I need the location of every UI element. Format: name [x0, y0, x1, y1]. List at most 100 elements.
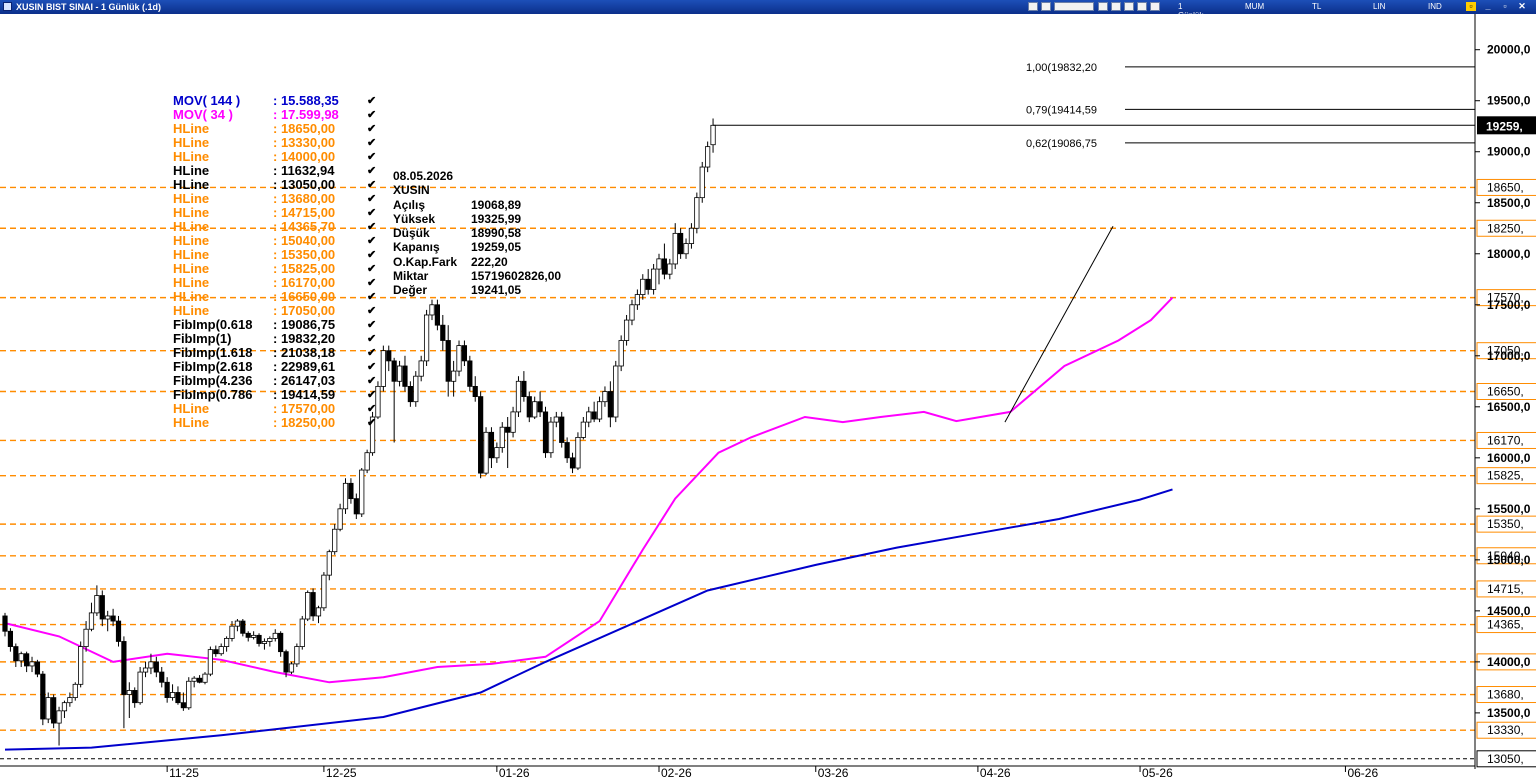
check-icon[interactable]: ✔: [367, 277, 377, 289]
mov-144-line: [4, 488, 1173, 751]
candle-body: [224, 638, 230, 647]
scale-selector[interactable]: LIN: [1373, 2, 1386, 11]
candle-body: [559, 416, 565, 443]
check-icon[interactable]: ✔: [367, 403, 377, 415]
chart-style-selector[interactable]: MUM: [1245, 2, 1265, 11]
candle-body: [115, 620, 122, 642]
check-icon[interactable]: ✔: [367, 193, 377, 205]
template-icon[interactable]: [1041, 2, 1051, 11]
minimize-icon[interactable]: _: [1485, 1, 1491, 11]
candle-body: [40, 673, 46, 720]
candle-body: [13, 646, 19, 662]
legend-row: HLine: 18650,00 ✔: [173, 122, 376, 136]
check-icon[interactable]: ✔: [367, 389, 377, 401]
check-icon[interactable]: ✔: [367, 361, 377, 373]
candle-body: [429, 304, 435, 316]
close-icon[interactable]: ✕: [1518, 1, 1526, 11]
check-icon[interactable]: ✔: [367, 249, 377, 261]
candle-body: [121, 641, 127, 695]
x-tick-label: 11-25: [169, 766, 199, 780]
check-icon[interactable]: ✔: [367, 95, 377, 107]
candle-body: [640, 278, 646, 295]
zoom-icon[interactable]: [1137, 2, 1147, 11]
candle-body: [83, 628, 89, 647]
check-icon[interactable]: ✔: [367, 333, 377, 345]
x-tick-label: 01-26: [499, 766, 530, 780]
candle-body: [229, 625, 235, 639]
check-icon[interactable]: ✔: [367, 123, 377, 135]
check-icon[interactable]: ✔: [367, 263, 377, 275]
legend-row: MOV( 144 ): 15.588,35 ✔: [173, 94, 376, 108]
draw-icon[interactable]: [1124, 2, 1134, 11]
hline-label-box: [1476, 547, 1536, 565]
settings-icon[interactable]: [1150, 2, 1160, 11]
check-icon[interactable]: ✔: [367, 347, 377, 359]
chart-type-icon[interactable]: [1028, 2, 1038, 11]
candle-body: [18, 653, 24, 662]
candle-body: [494, 447, 500, 459]
check-icon[interactable]: ✔: [367, 235, 377, 247]
period-selector[interactable]: 1 Günlük: [1178, 2, 1204, 20]
legend-row: FibImp(0.618: 19086,75 ✔: [173, 318, 376, 332]
check-icon[interactable]: ✔: [367, 305, 377, 317]
ohlc-info-box: 08.05.2026 XUSIN Açılış 19068,89 Yüksek 193…: [393, 169, 561, 298]
candle-body: [353, 498, 359, 515]
candle-body: [575, 437, 581, 469]
legend-name: HLine: [173, 163, 210, 178]
candle-body: [24, 653, 30, 667]
indicator-selector[interactable]: IND: [1428, 2, 1442, 11]
check-icon[interactable]: ✔: [367, 207, 377, 219]
legend-row: HLine: 15825,00 ✔: [173, 262, 376, 276]
check-icon[interactable]: ✔: [367, 417, 377, 429]
candle-body: [613, 365, 619, 418]
check-icon[interactable]: ✔: [367, 137, 377, 149]
candle-body: [56, 710, 62, 724]
candle-body: [67, 697, 73, 704]
candle-body: [602, 391, 608, 403]
price-chart[interactable]: 18650, 18250, 17570, 17050, 16650, 16170, 1582…: [0, 14, 1536, 783]
candle-body: [678, 232, 684, 255]
restore-icon[interactable]: ▫: [1503, 1, 1507, 11]
legend-value: : 18250,00: [273, 415, 336, 430]
info-date: 08.05.2026: [393, 169, 454, 183]
hline-label-box: [1476, 289, 1536, 307]
info-key: Değer: [393, 283, 428, 298]
check-icon[interactable]: ✔: [367, 109, 377, 121]
candle-body: [618, 340, 624, 367]
info-row: Miktar 15719602826,00: [393, 269, 561, 283]
grid-icon[interactable]: [1098, 2, 1108, 11]
candle-body: [105, 615, 111, 620]
indicator-icon[interactable]: [1111, 2, 1121, 11]
check-icon[interactable]: ✔: [367, 319, 377, 331]
candle-body: [413, 375, 419, 403]
candle-body: [207, 649, 213, 675]
legend-value: : 17050,00: [273, 303, 336, 318]
black-hline-label-box: [1476, 750, 1536, 768]
check-icon[interactable]: ✔: [367, 165, 377, 177]
lock-icon[interactable]: ▫: [1466, 2, 1476, 11]
check-icon[interactable]: ✔: [367, 151, 377, 163]
check-icon[interactable]: ✔: [367, 291, 377, 303]
candle-body: [499, 426, 505, 449]
info-value: 15719602826,00: [471, 269, 562, 284]
hline-label-box: [1476, 467, 1536, 485]
hline-label: 14715,: [1487, 582, 1524, 596]
check-icon[interactable]: ✔: [367, 221, 377, 233]
period-field[interactable]: [1054, 2, 1094, 11]
moving-averages: [4, 296, 1174, 751]
indicator-legend: MOV( 144 ): 15.588,35 ✔ MOV( 34 ): 17.599,…: [173, 94, 376, 430]
check-icon[interactable]: ✔: [367, 375, 377, 387]
y-tick-label: 16500,0: [1487, 400, 1531, 414]
candle-body: [94, 595, 100, 614]
info-key: Açılış: [393, 197, 426, 212]
candle-body: [710, 124, 716, 146]
candle-body: [142, 667, 149, 673]
legend-name: HLine: [173, 401, 210, 416]
legend-name: HLine: [173, 303, 210, 318]
legend-row: FibImp(1): 19832,20 ✔: [173, 332, 376, 346]
check-icon[interactable]: ✔: [367, 179, 377, 191]
legend-row: FibImp(0.786: 19414,59 ✔: [173, 388, 376, 402]
candle-body: [180, 702, 186, 709]
legend-row: FibImp(1.618: 21038,18 ✔: [173, 346, 376, 360]
currency-selector[interactable]: TL: [1312, 2, 1322, 11]
